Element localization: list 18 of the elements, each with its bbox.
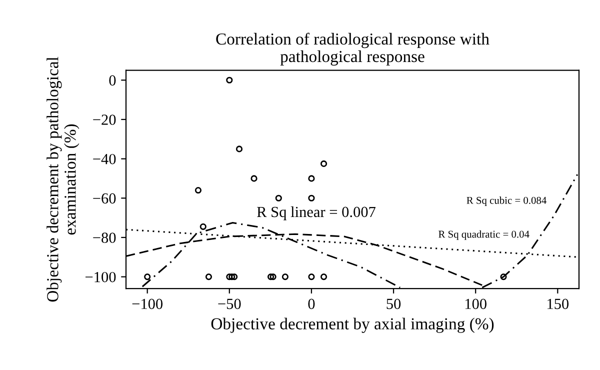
- x-tick-label: −50: [218, 298, 241, 310]
- y-tick-label: −20: [93, 114, 116, 125]
- y-tick-label: −40: [93, 154, 116, 164]
- chart-title: Correlation of radiological response with pathological response: [216, 32, 490, 66]
- annotation: R Sq linear = 0.007: [257, 206, 376, 220]
- y-tick-label: −100: [86, 272, 116, 282]
- annotation: R Sq quadratic = 0.04: [438, 230, 530, 240]
- x-tick-label: 150: [548, 298, 569, 310]
- x-tick-label: 0: [308, 298, 315, 310]
- x-tick-label: 100: [465, 298, 486, 310]
- y-tick-label: −60: [93, 193, 116, 204]
- y-tick-label: −80: [93, 232, 116, 243]
- x-axis-title: Objective decrement by axial imaging (%): [211, 318, 494, 333]
- y-tick-label: 0: [109, 75, 116, 86]
- y-axis-title: Objective decrement by pathological examination (%): [46, 56, 80, 302]
- x-tick-label: −100: [132, 298, 163, 310]
- x-tick-label: 50: [386, 298, 401, 310]
- annotation: R Sq cubic = 0.084: [466, 196, 546, 206]
